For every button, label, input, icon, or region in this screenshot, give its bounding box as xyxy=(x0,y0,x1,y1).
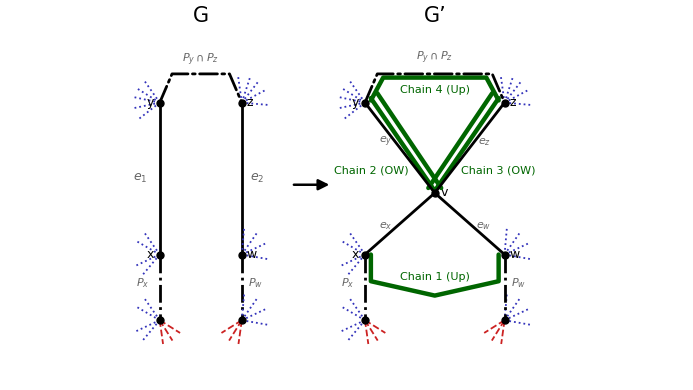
Text: $P_y\cap P_z$: $P_y\cap P_z$ xyxy=(182,51,219,68)
Text: $P_w$: $P_w$ xyxy=(248,277,263,290)
Text: Chain 2 (OW): Chain 2 (OW) xyxy=(334,165,408,176)
Text: $e_1$: $e_1$ xyxy=(133,172,148,185)
Text: y: y xyxy=(146,96,154,109)
Text: y: y xyxy=(351,96,359,109)
Text: $e_2$: $e_2$ xyxy=(250,172,264,185)
Text: Chain 1 (Up): Chain 1 (Up) xyxy=(400,272,470,282)
Text: z: z xyxy=(509,96,516,109)
Text: w: w xyxy=(509,248,520,261)
Text: w: w xyxy=(247,248,257,261)
Text: $P_x$: $P_x$ xyxy=(136,277,150,290)
Text: z: z xyxy=(247,96,253,109)
Text: G: G xyxy=(193,6,209,27)
Text: x: x xyxy=(351,248,359,261)
Text: $P_x$: $P_x$ xyxy=(342,277,355,290)
Text: x: x xyxy=(146,248,154,261)
Text: $e_w$: $e_w$ xyxy=(476,220,491,232)
Text: Chain 4 (Up): Chain 4 (Up) xyxy=(400,85,470,95)
Text: $e_x$: $e_x$ xyxy=(379,220,392,232)
Text: Chain 3 (OW): Chain 3 (OW) xyxy=(461,165,536,176)
Text: $P_y\cap P_z$: $P_y\cap P_z$ xyxy=(416,50,453,66)
Text: $e_y$: $e_y$ xyxy=(379,135,392,149)
Text: v: v xyxy=(441,186,448,199)
Text: $e_z$: $e_z$ xyxy=(477,136,491,147)
Text: $P_w$: $P_w$ xyxy=(511,277,526,290)
Text: G’: G’ xyxy=(423,6,446,27)
